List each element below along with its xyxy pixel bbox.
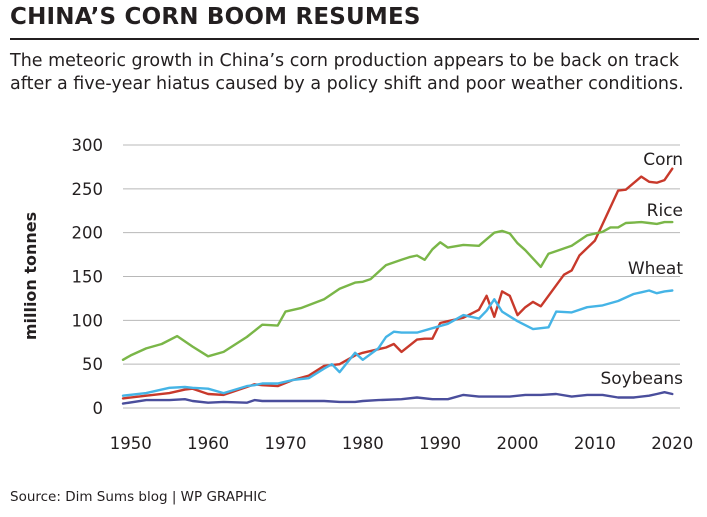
y-tick-50: 50	[82, 355, 103, 374]
x-tick-1960: 1960	[187, 434, 229, 453]
x-tick-2010: 2010	[574, 434, 616, 453]
series-line-soybeans	[121, 391, 674, 405]
y-tick-labels: 0 50 100 150 200 250 300	[72, 136, 104, 418]
grid-lines	[123, 144, 680, 409]
y-tick-300: 300	[72, 136, 104, 155]
x-tick-1950: 1950	[110, 434, 152, 453]
x-tick-1990: 1990	[419, 434, 461, 453]
title-rule	[10, 38, 699, 40]
chart-subtitle: The meteoric growth in China’s corn prod…	[10, 51, 684, 94]
chart-title: CHINA’S CORN BOOM RESUMES	[10, 4, 421, 30]
y-tick-200: 200	[72, 224, 104, 243]
y-tick-0: 0	[93, 399, 104, 418]
series-line-rice	[121, 220, 674, 361]
x-tick-labels: 1950 1960 1970 1980 1990 2000 2010 2020	[110, 434, 694, 453]
series-lines	[121, 167, 674, 405]
series-label-soybeans: Soybeans	[600, 369, 683, 389]
y-tick-150: 150	[72, 268, 104, 287]
y-axis-label: million tonnes	[21, 212, 40, 340]
series-labels: Corn Rice Wheat Soybeans	[600, 150, 683, 389]
series-label-corn: Corn	[643, 150, 683, 170]
series-label-wheat: Wheat	[628, 259, 683, 279]
series-line-wheat	[121, 289, 674, 397]
x-tick-1980: 1980	[342, 434, 384, 453]
series-label-rice: Rice	[647, 201, 683, 221]
x-tick-1970: 1970	[264, 434, 306, 453]
x-tick-2000: 2000	[497, 434, 539, 453]
y-tick-100: 100	[72, 311, 104, 330]
x-tick-2020: 2020	[651, 434, 693, 453]
y-tick-250: 250	[72, 180, 104, 199]
source-note: Source: Dim Sums blog | WP GRAPHIC	[10, 489, 267, 505]
